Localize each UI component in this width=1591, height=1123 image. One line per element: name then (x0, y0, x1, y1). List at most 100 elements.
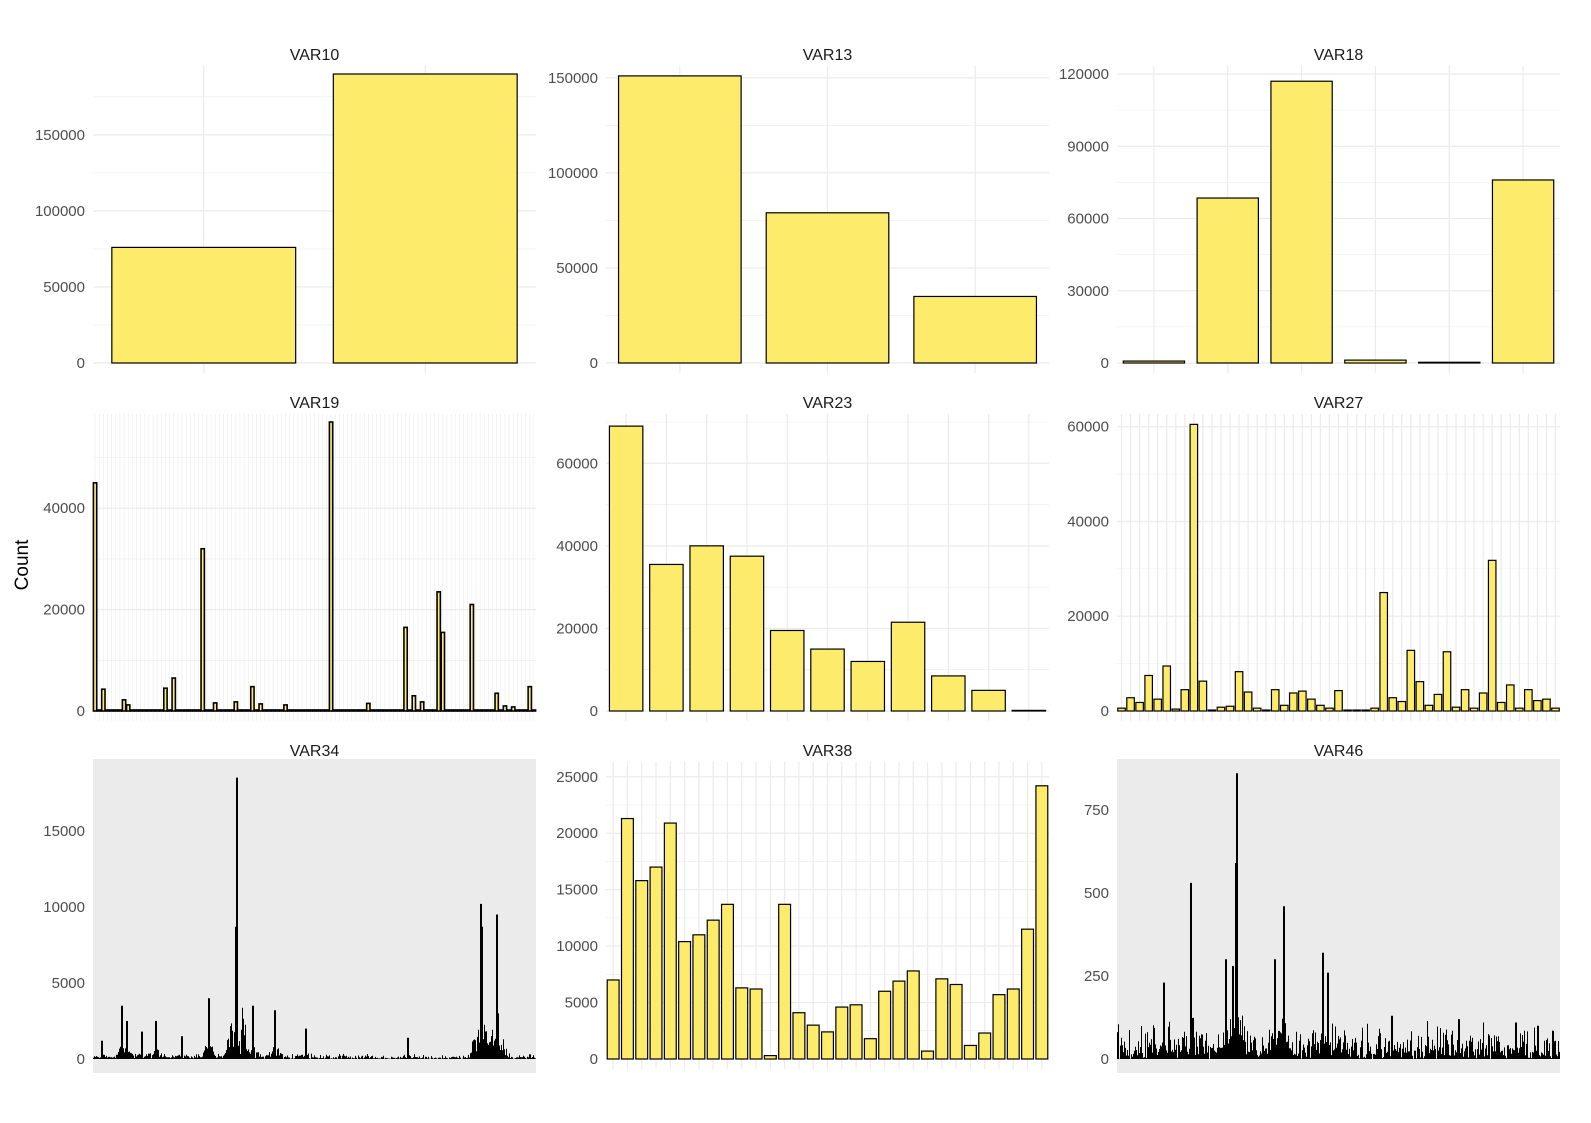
bar (349, 709, 355, 712)
bar (465, 709, 471, 712)
bar (820, 1031, 835, 1060)
bar (113, 709, 119, 712)
y-tick-label: 30000 (1067, 283, 1109, 300)
panel-title: VAR19 (290, 395, 340, 412)
bar (1379, 591, 1389, 712)
bar (1011, 709, 1047, 712)
bar (142, 709, 148, 712)
bar (978, 1032, 992, 1060)
facet-panels: VAR10050000100000150000VAR13050000100000… (35, 47, 1560, 1073)
y-tick-label: 250 (1084, 968, 1109, 985)
gridlines (1117, 414, 1560, 721)
bar (689, 545, 724, 712)
bar (1388, 697, 1398, 712)
bar (792, 1012, 806, 1060)
bar (1270, 689, 1280, 712)
bar (196, 709, 202, 712)
bar (849, 1004, 863, 1060)
panel-var34: VAR34 0 5000 10000 15000 (43, 743, 536, 1073)
bar (1035, 785, 1049, 1060)
bar (225, 709, 231, 712)
bar (890, 621, 926, 712)
bar (456, 709, 462, 712)
bar (398, 709, 404, 712)
bar (1196, 197, 1259, 364)
bar (341, 709, 346, 712)
bar (531, 709, 537, 712)
bar (810, 648, 845, 712)
y-tick-label: 40000 (43, 500, 85, 517)
panel-background (1117, 759, 1560, 1073)
bar (336, 709, 342, 712)
bar (154, 709, 160, 712)
bar (312, 709, 317, 712)
bar (187, 709, 193, 712)
bar (763, 1055, 777, 1060)
bar (287, 709, 293, 712)
bar (266, 709, 272, 712)
bar (262, 709, 268, 712)
bar (1252, 707, 1262, 712)
bar (949, 983, 963, 1060)
bar (649, 866, 663, 1060)
bars (93, 777, 536, 1059)
bar (378, 709, 384, 712)
bar (1469, 707, 1479, 712)
bar (892, 980, 906, 1060)
bar (620, 817, 634, 1060)
panel-title: VAR23 (803, 395, 853, 412)
y-tick-label: 10000 (556, 938, 598, 955)
y-tick-label: 150000 (548, 70, 598, 87)
y-tick-label: 25000 (556, 769, 598, 786)
bar (105, 709, 110, 712)
bar (303, 709, 309, 712)
y-tick-label: 0 (590, 355, 598, 372)
bar (386, 709, 392, 712)
bar (1297, 690, 1307, 712)
bar (258, 703, 264, 712)
bar (778, 903, 792, 1060)
bar (1397, 700, 1407, 712)
bars (1117, 773, 1560, 1059)
bar (100, 688, 106, 712)
bar (1216, 706, 1226, 712)
bar-series (1117, 773, 1560, 1059)
bar (1406, 649, 1416, 712)
bar (365, 702, 371, 712)
bar (332, 709, 338, 712)
bar (606, 979, 620, 1060)
bar (971, 689, 1006, 712)
bar (111, 246, 297, 364)
y-tick-label: 750 (1084, 802, 1109, 819)
bar (765, 212, 890, 364)
bar (241, 709, 247, 712)
y-tick-label: 0 (77, 1051, 85, 1068)
bar (1361, 709, 1370, 712)
y-tick-label: 5000 (52, 975, 85, 992)
bar (935, 978, 949, 1060)
bar (274, 709, 280, 712)
bar (992, 994, 1006, 1060)
bar (432, 709, 438, 712)
bar (1478, 692, 1488, 712)
bar (291, 709, 297, 712)
bar (1451, 706, 1461, 712)
y-tick-label: 0 (77, 355, 85, 372)
bar (1279, 704, 1289, 712)
bar (863, 1038, 877, 1060)
bar (183, 709, 189, 712)
bar (1270, 80, 1333, 364)
bar (1370, 707, 1380, 712)
bar (129, 709, 135, 712)
bar (678, 940, 692, 1060)
bar (1491, 179, 1555, 364)
bar (324, 709, 330, 712)
bar (1316, 704, 1325, 712)
bar (328, 421, 334, 712)
bar (1496, 701, 1506, 712)
panel-title: VAR27 (1314, 395, 1364, 412)
bar (806, 1024, 820, 1060)
bar (706, 919, 720, 1060)
bar (220, 709, 226, 712)
bar (617, 75, 742, 364)
